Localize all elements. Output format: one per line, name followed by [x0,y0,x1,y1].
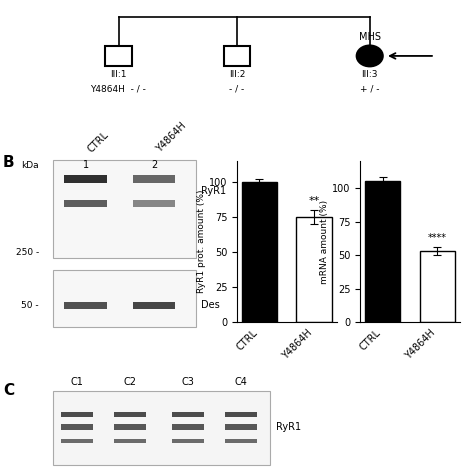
Text: ****: **** [428,233,447,243]
Text: III:2: III:2 [229,70,245,79]
Bar [419,251,455,322]
Text: 50 -: 50 - [21,301,39,310]
Bar [106,46,132,66]
Bar [172,425,204,430]
Text: Y4864H: Y4864H [154,121,188,155]
Bar [53,392,270,465]
Text: RyR1: RyR1 [276,422,301,432]
Text: C1: C1 [70,377,83,387]
Bar [296,217,332,322]
Text: MHS: MHS [359,33,381,43]
Bar [61,438,92,443]
Text: Des: Des [201,301,220,310]
Bar [64,175,107,183]
Bar [225,425,257,430]
Text: C: C [3,383,14,398]
Bar [114,438,146,443]
Bar [172,411,204,418]
Text: 2: 2 [151,160,157,170]
Text: B: B [3,155,15,171]
Y-axis label: RyR1 prot. amount (%): RyR1 prot. amount (%) [197,190,206,293]
Text: RyR1: RyR1 [201,186,226,197]
Text: + / -: + / - [360,84,380,93]
Bar [64,301,107,310]
Bar [61,411,92,418]
Y-axis label: mRNA amount (%): mRNA amount (%) [320,200,329,284]
Text: Y4864H  - / -: Y4864H - / - [91,84,146,93]
Circle shape [356,46,383,66]
Bar [53,160,196,258]
Bar [133,301,175,310]
Text: III:1: III:1 [110,70,127,79]
Text: C4: C4 [235,377,247,387]
Bar [172,438,204,443]
Bar [225,438,257,443]
Bar [64,201,107,207]
Bar [224,46,250,66]
Bar [133,175,175,183]
Text: 250 -: 250 - [16,248,39,257]
Text: kDa: kDa [21,161,39,170]
Text: III:3: III:3 [362,70,378,79]
Bar [225,411,257,418]
Text: **: ** [309,196,320,206]
Text: C2: C2 [123,377,136,387]
Text: CTRL: CTRL [86,130,110,155]
Text: 1: 1 [83,160,89,170]
Bar [114,411,146,418]
Bar [53,270,196,327]
Bar [114,425,146,430]
Bar [133,201,175,207]
Bar [365,181,401,322]
Bar [242,182,277,322]
Bar [61,425,92,430]
Text: - / -: - / - [229,84,245,93]
Text: C3: C3 [182,377,194,387]
